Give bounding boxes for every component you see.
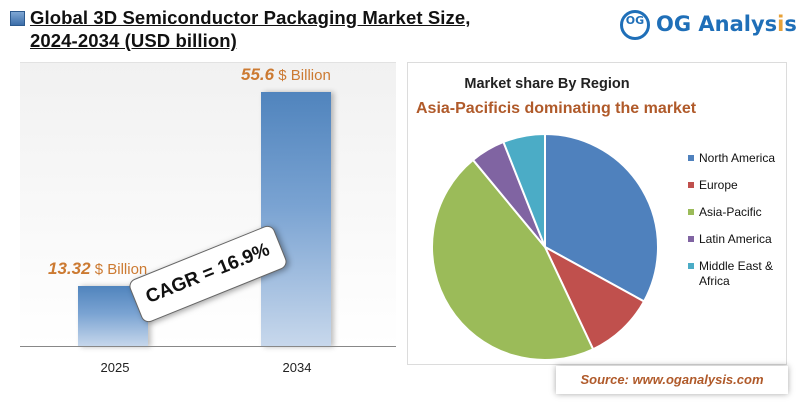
logo-circle-text: OG bbox=[625, 14, 645, 27]
bar-value-2025: 13.32 bbox=[48, 258, 91, 278]
pie-subtitle: Asia-Pacificis dominating the market bbox=[416, 100, 697, 117]
legend-item-europe: Europe bbox=[688, 178, 784, 193]
title-square-icon bbox=[10, 11, 25, 26]
legend-item-asia-pacific: Asia-Pacific bbox=[688, 205, 784, 220]
pie-legend: North America Europe Asia-Pacific Latin … bbox=[688, 151, 784, 301]
legend-item-latin-america: Latin America bbox=[688, 232, 784, 247]
x-tick-2025: 2025 bbox=[100, 360, 130, 375]
logo-name-tail: s bbox=[784, 12, 797, 36]
bar-unit-2025: $ Billion bbox=[94, 260, 148, 278]
bar-2034 bbox=[261, 92, 331, 347]
bar-value-label-2034: 55.6 $ Billion bbox=[241, 65, 331, 85]
logo-name-main: OG Analys bbox=[656, 12, 778, 36]
pie-slice-north-america bbox=[544, 132, 659, 303]
legend-label-latin-america: Latin America bbox=[699, 232, 772, 246]
legend-item-middle-east-africa: Middle East & Africa bbox=[688, 259, 784, 289]
legend-swatch-latin-america bbox=[688, 236, 694, 242]
x-tick-2034: 2034 bbox=[282, 360, 312, 375]
legend-swatch-asia-pacific bbox=[688, 209, 694, 215]
source-link[interactable]: Source: www.oganalysis.com bbox=[556, 366, 788, 394]
logo-name: OG Analysis bbox=[656, 12, 797, 36]
logo-name-accent: i bbox=[777, 12, 785, 36]
pie-chart-panel: Market share By Region Asia-Pacificis do… bbox=[407, 62, 787, 365]
x-axis-line bbox=[20, 346, 396, 347]
title-line-1: Global 3D Semiconductor Packaging Market… bbox=[30, 7, 471, 28]
logo-circle-icon bbox=[620, 10, 650, 40]
bar-unit-2034: $ Billion bbox=[278, 67, 331, 85]
legend-label-north-america: North America bbox=[699, 151, 776, 165]
pie-slice-europe bbox=[542, 244, 646, 351]
pie-chart bbox=[431, 132, 659, 361]
page-title: Global 3D Semiconductor Packaging Market… bbox=[30, 6, 471, 52]
legend-swatch-north-america bbox=[688, 155, 694, 161]
pie-slice-asia-pacific bbox=[431, 158, 595, 361]
title-line-2: 2024-2034 (USD billion) bbox=[30, 30, 237, 51]
legend-label-europe: Europe bbox=[699, 178, 738, 192]
bar-value-label-2025: 13.32 $ Billion bbox=[48, 259, 147, 279]
legend-label-middle-east-africa: Middle East & Africa bbox=[699, 259, 774, 288]
legend-item-north-america: North America bbox=[688, 151, 784, 166]
legend-swatch-europe bbox=[688, 182, 694, 188]
legend-label-asia-pacific: Asia-Pacific bbox=[699, 205, 762, 219]
bar-value-2034: 55.6 bbox=[241, 65, 275, 85]
og-analysis-logo: OG OG Analysis bbox=[620, 8, 797, 42]
pie-title: Market share By Region bbox=[464, 76, 630, 92]
bar-chart-panel bbox=[20, 62, 396, 347]
pie-slice-middle-east-africa bbox=[502, 132, 546, 248]
legend-swatch-middle-east-africa bbox=[688, 263, 694, 269]
